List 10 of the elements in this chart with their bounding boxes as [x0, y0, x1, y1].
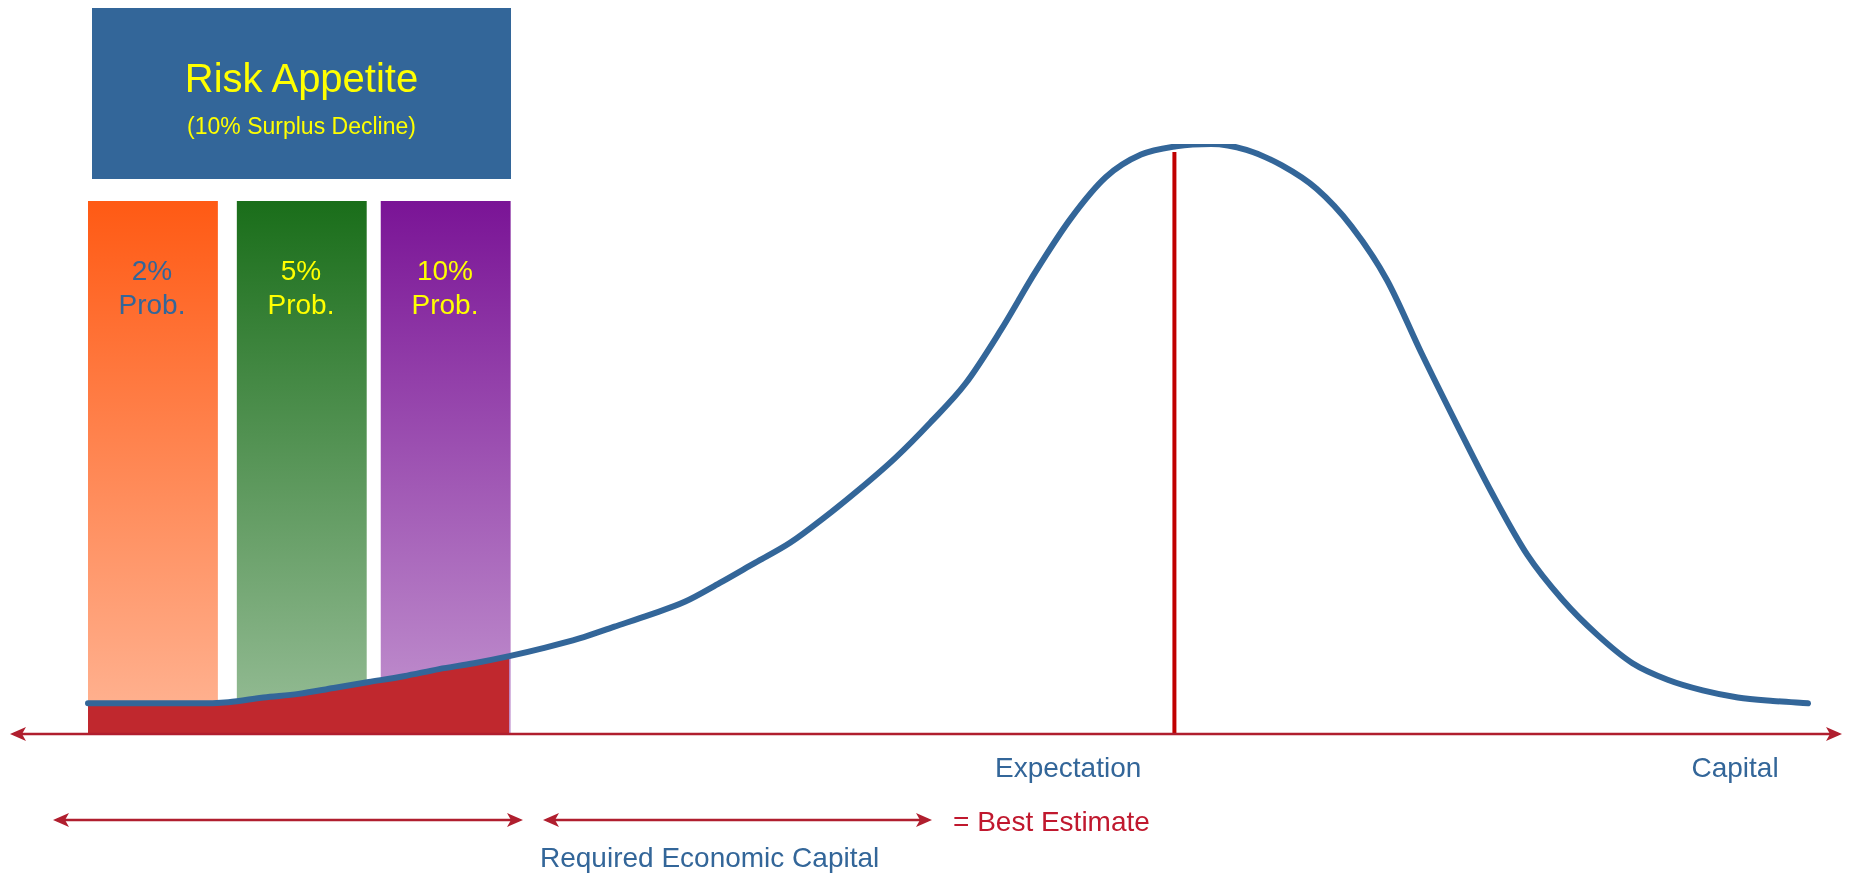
text: Capital — [1691, 752, 1779, 784]
text: Expectation — [995, 752, 1142, 784]
annotation: 10% Prob. — [410, 254, 480, 322]
annotation: 5% Prob. — [266, 254, 336, 322]
chart-subtitle: (10% Surplus Decline) — [186, 113, 417, 140]
annotation: 2% Prob. — [117, 254, 187, 322]
text: = Best Estimate — [953, 806, 1150, 838]
title-banner: Risk Appetite (10% Surplus Decline) — [92, 8, 511, 179]
text: Required Economic Capital — [540, 842, 880, 874]
chart-title: Risk Appetite — [183, 56, 420, 101]
